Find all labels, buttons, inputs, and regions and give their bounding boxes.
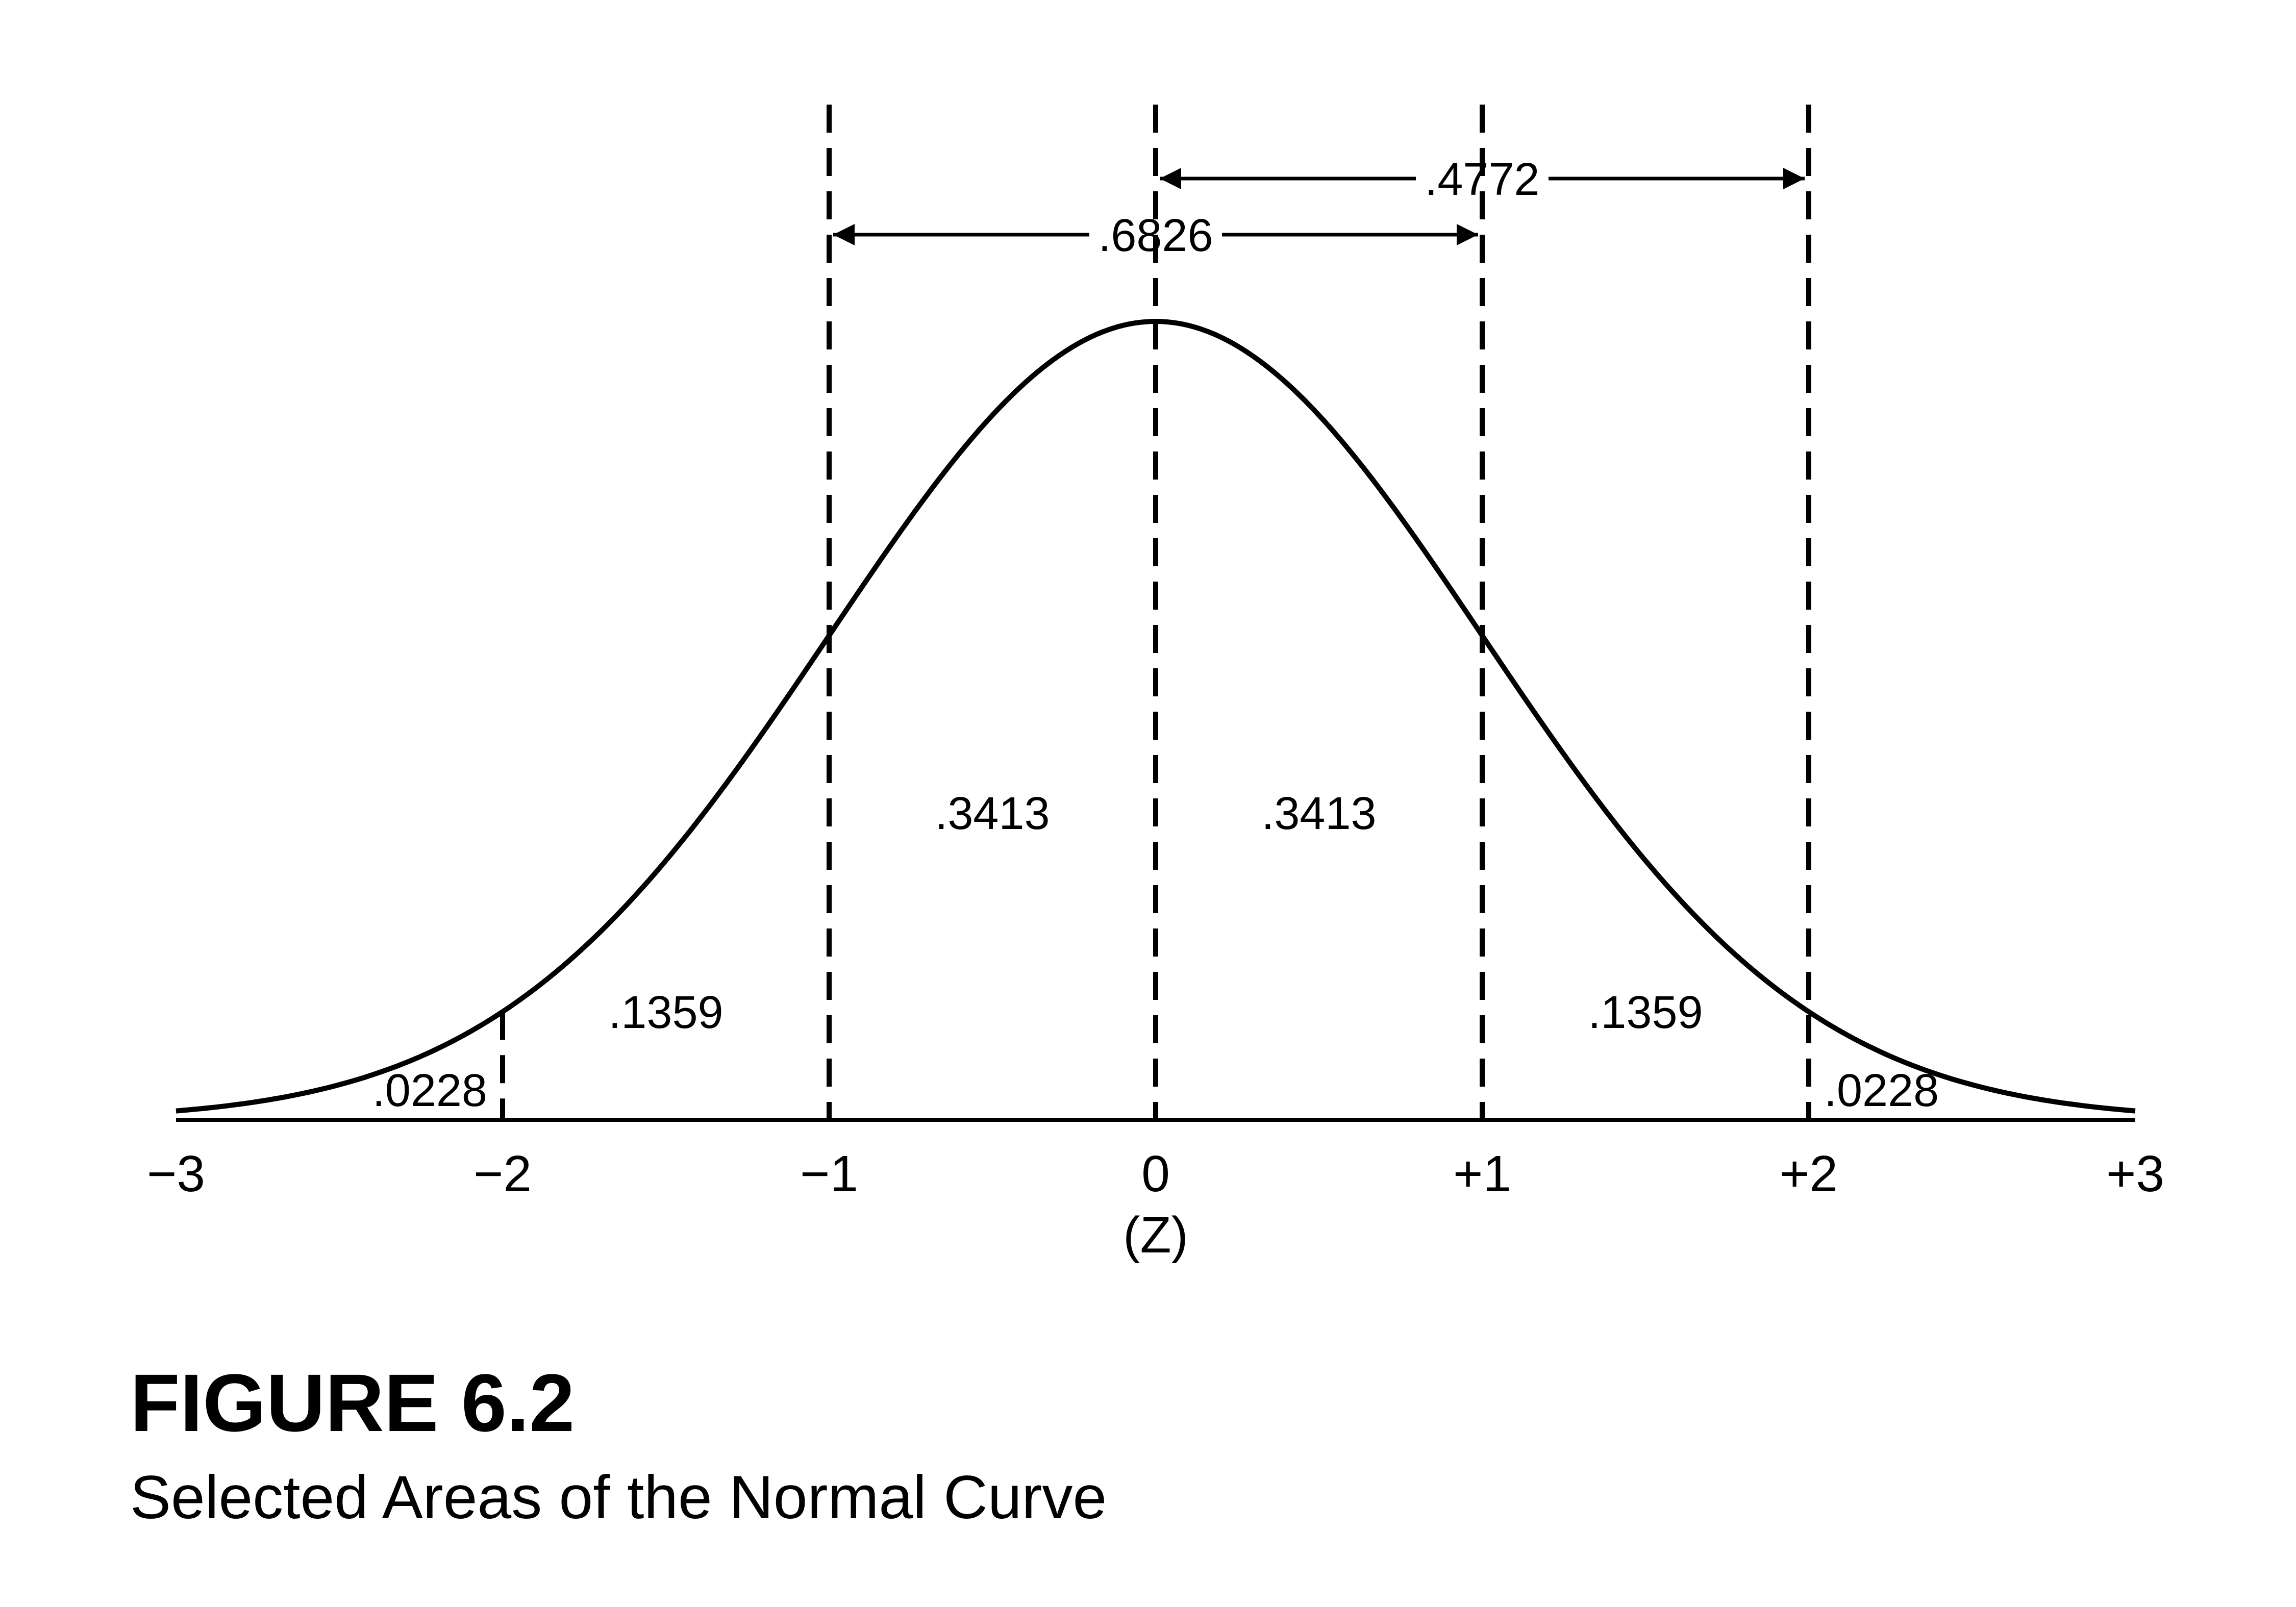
- x-axis-label: (Z): [1123, 1207, 1188, 1264]
- region-area-label: .0228: [1824, 1065, 1939, 1116]
- region-area-label: .3413: [1261, 788, 1376, 839]
- region-area-label: .1359: [1588, 987, 1703, 1038]
- x-tick-label: −1: [800, 1145, 858, 1202]
- x-tick-label: 0: [1141, 1145, 1170, 1202]
- x-tick-label: −3: [147, 1145, 205, 1202]
- span-area-label: .4772: [1425, 154, 1539, 205]
- x-tick-label: +3: [2106, 1145, 2164, 1202]
- span-area-label: .6826: [1098, 210, 1213, 261]
- region-area-label: .3413: [935, 788, 1050, 839]
- region-area-label: .1359: [608, 987, 723, 1038]
- figure-label: FIGURE 6.2: [130, 1362, 575, 1444]
- region-area-label: .0228: [372, 1065, 487, 1116]
- x-tick-label: +1: [1453, 1145, 1511, 1202]
- x-tick-label: +2: [1780, 1145, 1838, 1202]
- figure-caption: Selected Areas of the Normal Curve: [130, 1467, 1107, 1528]
- x-tick-label: −2: [473, 1145, 532, 1202]
